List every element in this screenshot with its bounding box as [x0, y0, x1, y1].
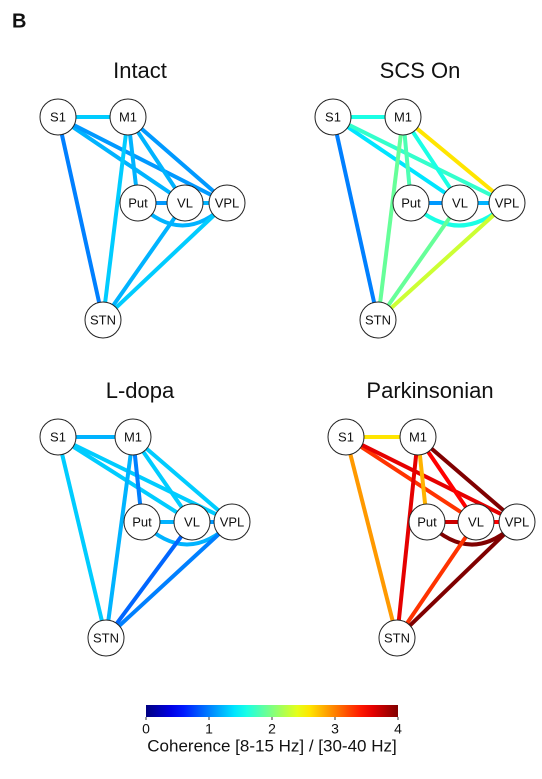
edge — [345, 435, 518, 524]
node-label: VPL — [220, 514, 245, 529]
node — [213, 503, 251, 541]
node-label: S1 — [50, 109, 66, 124]
node-label: VL — [177, 195, 193, 210]
edge — [376, 201, 462, 322]
node — [384, 98, 422, 136]
edge — [344, 435, 478, 524]
node-label: VPL — [495, 195, 520, 210]
edge — [344, 436, 399, 639]
panel-title: Intact — [113, 58, 167, 83]
node — [87, 619, 125, 657]
edge — [395, 436, 420, 639]
edge — [104, 436, 135, 639]
node-label: VL — [184, 514, 200, 529]
node — [378, 619, 416, 657]
node-label: STN — [365, 312, 391, 327]
node-label: S1 — [325, 109, 341, 124]
node — [119, 184, 157, 222]
edge — [101, 201, 229, 322]
panel-title: Parkinsonian — [366, 378, 493, 403]
node-label: M1 — [409, 429, 427, 444]
node — [441, 184, 479, 222]
edge — [104, 520, 234, 640]
edge — [376, 116, 405, 321]
edge — [331, 116, 380, 321]
colorbar-tick-label: 4 — [394, 721, 402, 737]
network-panel: Parkinsonian S1 M1 Put VL VPL STN — [327, 378, 536, 657]
edge — [57, 115, 228, 205]
edge — [56, 435, 194, 524]
node-label: M1 — [119, 109, 137, 124]
node-label: VPL — [505, 514, 530, 529]
edge — [101, 201, 187, 322]
colorbar-tick-label: 3 — [331, 721, 339, 737]
node — [84, 301, 122, 339]
panel-title: SCS On — [380, 58, 461, 83]
node-label: VL — [452, 195, 468, 210]
node — [39, 98, 77, 136]
edge — [401, 115, 509, 205]
node-label: VL — [468, 514, 484, 529]
node-label: Put — [132, 514, 152, 529]
network-panel: Intact S1 M1 Put VL VPL STN — [39, 58, 246, 339]
edge — [56, 436, 108, 639]
node-label: S1 — [50, 429, 66, 444]
node-label: M1 — [394, 109, 412, 124]
edge — [131, 435, 234, 524]
node — [408, 503, 446, 541]
node — [359, 301, 397, 339]
node — [109, 98, 147, 136]
node-label: S1 — [338, 429, 354, 444]
node — [114, 418, 152, 456]
node-label: STN — [93, 630, 119, 645]
colorbar-gradient — [146, 705, 398, 717]
node — [392, 184, 430, 222]
node-label: STN — [384, 630, 410, 645]
node — [314, 98, 352, 136]
node — [488, 184, 526, 222]
edge — [376, 201, 509, 322]
figure-label: B — [12, 10, 26, 32]
node — [173, 503, 211, 541]
node-label: Put — [401, 195, 421, 210]
panel-title: L-dopa — [106, 378, 175, 403]
node — [498, 503, 536, 541]
network-panel: SCS On S1 M1 Put VL VPL STN — [314, 58, 526, 339]
node-label: VPL — [215, 195, 240, 210]
edge — [101, 116, 130, 321]
node-label: STN — [90, 312, 116, 327]
node — [208, 184, 246, 222]
edge — [395, 520, 478, 640]
node — [457, 503, 495, 541]
colorbar-tick-label: 2 — [268, 721, 276, 737]
edge — [416, 435, 519, 524]
edge — [56, 116, 105, 321]
network-panel: L-dopa S1 M1 Put VL VPL STN — [39, 378, 251, 657]
node-label: Put — [128, 195, 148, 210]
node — [123, 503, 161, 541]
colorbar-tick-label: 0 — [142, 721, 150, 737]
edge — [126, 115, 229, 205]
edge — [332, 115, 508, 205]
node-label: Put — [417, 514, 437, 529]
edge — [395, 520, 519, 640]
colorbar-tick-label: 1 — [205, 721, 213, 737]
edge — [104, 520, 194, 640]
node — [327, 418, 365, 456]
colorbar-label: Coherence [8-15 Hz] / [30-40 Hz] — [147, 736, 396, 755]
node — [399, 418, 437, 456]
node — [39, 418, 77, 456]
node-label: M1 — [124, 429, 142, 444]
node — [166, 184, 204, 222]
